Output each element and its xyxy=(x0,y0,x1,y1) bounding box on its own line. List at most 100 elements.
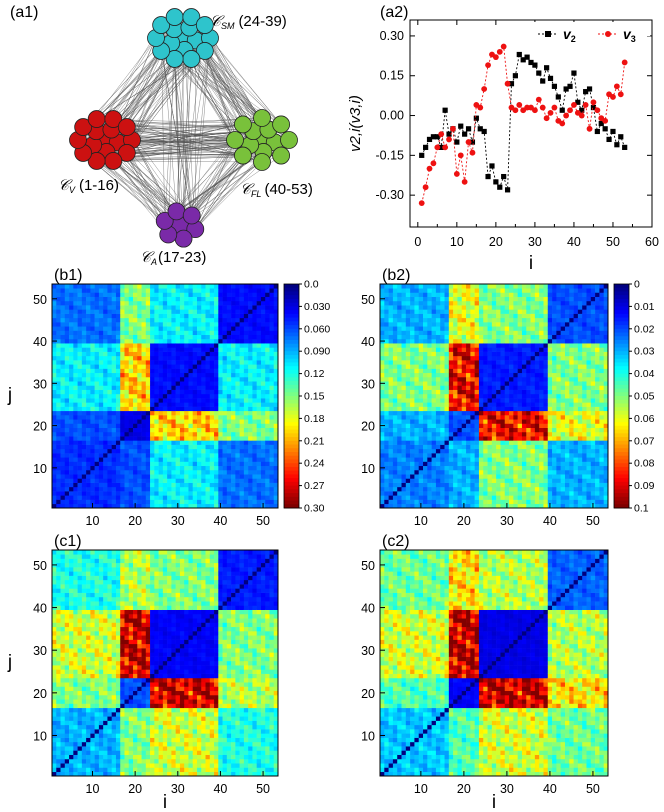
heatmap-cell xyxy=(218,440,223,445)
heatmap-cell xyxy=(397,288,402,293)
heatmap-cell xyxy=(260,330,266,336)
heatmap-cell xyxy=(214,322,219,327)
heatmap-cell xyxy=(192,389,198,395)
heatmap-cell xyxy=(141,499,147,505)
heatmap-cell xyxy=(252,393,257,399)
heatmap-cell xyxy=(52,317,57,323)
heatmap-cell xyxy=(401,457,407,462)
heatmap-cell xyxy=(60,482,66,488)
heatmap-cell xyxy=(414,284,420,289)
point-v2 xyxy=(583,89,589,95)
heatmap-cell xyxy=(435,393,441,399)
heatmap-cell xyxy=(252,313,257,319)
heatmap-cell xyxy=(209,376,215,382)
heatmap-cell xyxy=(401,284,407,289)
heatmap-cell xyxy=(201,381,206,386)
heatmap-cell xyxy=(188,419,194,424)
heatmap-cell xyxy=(470,309,475,314)
heatmap-cell xyxy=(214,495,219,500)
heatmap-cell xyxy=(474,415,480,420)
heatmap-cell xyxy=(440,385,445,390)
heatmap-cell xyxy=(205,334,211,340)
heatmap-cell xyxy=(73,440,78,445)
heatmap-cell xyxy=(56,402,61,407)
heatmap-cell xyxy=(260,440,266,445)
heatmap-cell xyxy=(133,322,138,327)
heatmap-cell xyxy=(431,296,437,302)
point-v3 xyxy=(438,131,445,138)
heatmap-cell xyxy=(120,364,125,369)
heatmap-cell xyxy=(209,296,215,302)
heatmap-cell xyxy=(77,503,83,509)
heatmap-cell xyxy=(103,376,108,382)
heatmap-cell xyxy=(239,360,245,365)
heatmap-cell xyxy=(64,389,70,395)
heatmap-cell xyxy=(440,495,445,500)
heatmap-cell xyxy=(384,415,389,420)
heatmap-cell xyxy=(64,372,70,378)
heatmap-cell xyxy=(478,482,484,488)
heatmap-cell xyxy=(145,440,151,445)
heatmap-cell xyxy=(103,313,108,319)
heatmap-cell xyxy=(423,376,428,382)
heatmap-cell xyxy=(418,415,424,420)
heatmap-cell xyxy=(392,376,398,382)
heatmap-cell xyxy=(414,385,420,390)
heatmap-cell xyxy=(179,330,185,336)
heatmap-cell xyxy=(111,288,117,293)
heatmap-cell xyxy=(235,385,240,390)
heatmap-cell xyxy=(410,482,415,488)
heatmap-cell xyxy=(448,351,454,357)
heatmap-cell xyxy=(52,406,57,412)
heatmap-cell xyxy=(69,322,74,327)
heatmap-cell xyxy=(265,364,270,369)
heatmap-cell xyxy=(265,368,270,374)
heatmap-cell xyxy=(397,372,402,378)
heatmap-cell xyxy=(453,322,458,327)
heatmap-cell xyxy=(214,419,219,424)
heatmap-cell xyxy=(188,360,194,365)
heatmap-cell xyxy=(431,322,437,327)
heatmap-cell xyxy=(252,376,257,382)
heatmap-cell xyxy=(397,284,402,289)
heatmap-cell xyxy=(461,343,467,348)
heatmap-cell xyxy=(188,402,194,407)
heatmap-cell xyxy=(201,305,206,310)
heatmap-cell xyxy=(188,427,194,433)
heatmap-cell xyxy=(171,288,176,293)
heatmap-cell xyxy=(107,300,112,306)
heatmap-cell xyxy=(192,440,198,445)
heatmap-cell xyxy=(466,491,471,496)
heatmap-cell xyxy=(120,457,125,462)
heatmap-cell xyxy=(222,419,228,424)
heatmap-cell xyxy=(457,381,463,386)
heatmap-cell xyxy=(167,482,172,488)
heatmap-cell xyxy=(98,469,104,475)
heatmap-cell xyxy=(94,423,100,428)
heatmap-cell xyxy=(226,499,232,505)
heatmap-cell xyxy=(474,461,480,467)
heatmap-cell xyxy=(98,444,104,450)
heatmap-cell xyxy=(269,406,275,412)
legend-marker xyxy=(545,31,551,37)
heatmap-cell xyxy=(470,427,475,433)
heatmap-cell xyxy=(248,474,253,479)
heatmap-cell xyxy=(388,415,394,420)
heatmap-cell xyxy=(69,486,74,492)
heatmap-cell xyxy=(205,465,211,471)
heatmap-cell xyxy=(137,355,142,361)
heatmap-cell xyxy=(423,355,428,361)
heatmap-cell xyxy=(209,461,215,467)
heatmap-cell xyxy=(115,499,121,505)
heatmap-cell xyxy=(423,440,428,445)
heatmap-cell xyxy=(414,317,420,323)
node-fl xyxy=(272,115,290,134)
heatmap-cell xyxy=(107,364,112,369)
heatmap-cell xyxy=(461,296,467,302)
heatmap-cell xyxy=(115,419,121,424)
heatmap-cell xyxy=(222,330,228,336)
heatmap-cell xyxy=(252,410,257,416)
heatmap-cell xyxy=(90,372,95,378)
heatmap-cell xyxy=(470,444,475,450)
heatmap-cell xyxy=(145,334,151,340)
